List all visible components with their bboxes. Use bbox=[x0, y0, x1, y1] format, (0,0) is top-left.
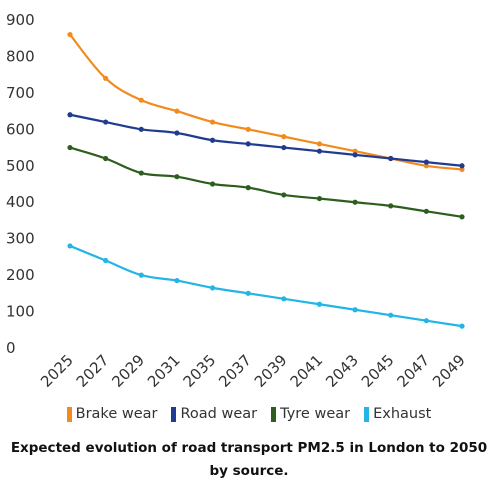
data-point bbox=[423, 159, 429, 165]
legend-swatch bbox=[171, 406, 177, 422]
x-tick-label: 2039 bbox=[251, 351, 291, 391]
series-line bbox=[69, 146, 463, 218]
data-point bbox=[245, 290, 251, 296]
data-point bbox=[388, 203, 394, 209]
x-tick-label: 2037 bbox=[215, 351, 255, 391]
data-point bbox=[316, 148, 323, 154]
series-exhaust bbox=[67, 243, 465, 329]
legend-label: Tyre wear bbox=[280, 406, 351, 422]
x-tick-label: 2031 bbox=[144, 351, 184, 391]
data-point bbox=[103, 155, 109, 162]
data-point bbox=[459, 166, 465, 173]
x-tick-label: 2025 bbox=[37, 351, 77, 391]
y-tick-label: 900 bbox=[6, 11, 35, 29]
legend-label: Road wear bbox=[180, 406, 258, 422]
data-point bbox=[281, 296, 287, 302]
data-point bbox=[352, 152, 358, 158]
x-tick-label: 2041 bbox=[287, 351, 327, 391]
y-tick-label: 100 bbox=[6, 303, 35, 321]
data-point bbox=[352, 148, 358, 154]
legend-item: Road wear bbox=[171, 406, 257, 422]
legend-swatch bbox=[364, 406, 370, 422]
data-point bbox=[103, 75, 109, 81]
series-line bbox=[69, 33, 463, 171]
data-point bbox=[103, 257, 109, 264]
x-tick-label: 2035 bbox=[180, 351, 220, 391]
x-tick-label: 2027 bbox=[73, 351, 113, 391]
data-point bbox=[423, 208, 429, 214]
y-axis-ticks: 0 100 200 300 400 500 600 700 800 900 bbox=[6, 11, 35, 357]
figure-caption: Expected evolution of road transport PM2… bbox=[10, 440, 488, 479]
data-point bbox=[281, 144, 287, 151]
data-point bbox=[388, 312, 394, 318]
legend-label: Exhaust bbox=[373, 406, 432, 422]
y-tick-label: 700 bbox=[6, 84, 35, 102]
data-point bbox=[281, 134, 287, 140]
data-point bbox=[245, 141, 251, 147]
series-tyre-wear bbox=[67, 144, 465, 220]
series-line bbox=[69, 113, 463, 167]
y-tick-label: 800 bbox=[6, 47, 35, 65]
data-point bbox=[423, 163, 429, 169]
chart-legend: Brake wear Road wear Tyre wear Exhaust bbox=[0, 402, 498, 426]
x-tick-label: 2045 bbox=[358, 351, 398, 391]
x-axis-ticks: 2025202720292031203520372039204120432045… bbox=[37, 351, 469, 391]
data-point bbox=[174, 108, 180, 114]
legend-swatch bbox=[271, 406, 277, 422]
y-tick-label: 300 bbox=[6, 230, 35, 248]
data-point bbox=[138, 170, 144, 176]
series-road-wear bbox=[67, 112, 465, 169]
y-tick-label: 600 bbox=[6, 120, 35, 138]
series-lines bbox=[67, 31, 465, 329]
legend-swatch bbox=[66, 406, 72, 422]
data-point bbox=[316, 301, 323, 307]
data-point bbox=[316, 141, 323, 147]
data-point bbox=[459, 323, 465, 329]
data-point bbox=[352, 307, 358, 313]
y-tick-label: 400 bbox=[6, 193, 35, 211]
data-point bbox=[352, 199, 358, 205]
data-point bbox=[174, 174, 180, 180]
data-point bbox=[138, 272, 144, 278]
data-point bbox=[209, 137, 216, 143]
data-point bbox=[138, 126, 144, 132]
data-point bbox=[103, 119, 109, 125]
data-point bbox=[423, 318, 429, 324]
x-tick-label: 2049 bbox=[429, 351, 469, 391]
data-point bbox=[174, 277, 180, 284]
series-line bbox=[69, 244, 463, 328]
data-point bbox=[67, 112, 73, 118]
data-point bbox=[245, 185, 251, 191]
y-tick-label: 200 bbox=[6, 266, 35, 284]
data-point bbox=[174, 130, 180, 136]
data-point bbox=[459, 214, 465, 220]
data-point bbox=[67, 31, 73, 38]
x-tick-label: 2043 bbox=[322, 351, 362, 391]
series-brake-wear bbox=[67, 31, 465, 173]
legend-item: Brake wear bbox=[66, 406, 158, 422]
y-tick-label: 500 bbox=[6, 157, 35, 175]
y-tick-label: 0 bbox=[6, 339, 16, 357]
data-point bbox=[209, 181, 216, 187]
data-point bbox=[245, 126, 251, 132]
legend-label: Brake wear bbox=[75, 406, 158, 422]
x-tick-label: 2047 bbox=[393, 351, 433, 391]
data-point bbox=[459, 163, 465, 169]
data-point bbox=[388, 155, 394, 162]
legend-item: Exhaust bbox=[364, 406, 431, 422]
data-point bbox=[316, 195, 323, 202]
data-point bbox=[209, 119, 216, 125]
legend-item: Tyre wear bbox=[271, 406, 350, 422]
data-point bbox=[67, 144, 73, 151]
data-point bbox=[67, 243, 73, 249]
x-tick-label: 2029 bbox=[108, 351, 148, 391]
data-point bbox=[281, 192, 287, 198]
data-point bbox=[138, 97, 144, 103]
data-point bbox=[209, 285, 216, 291]
line-chart: 0 100 200 300 400 500 600 700 800 900 20252027202… bbox=[6, 11, 469, 391]
